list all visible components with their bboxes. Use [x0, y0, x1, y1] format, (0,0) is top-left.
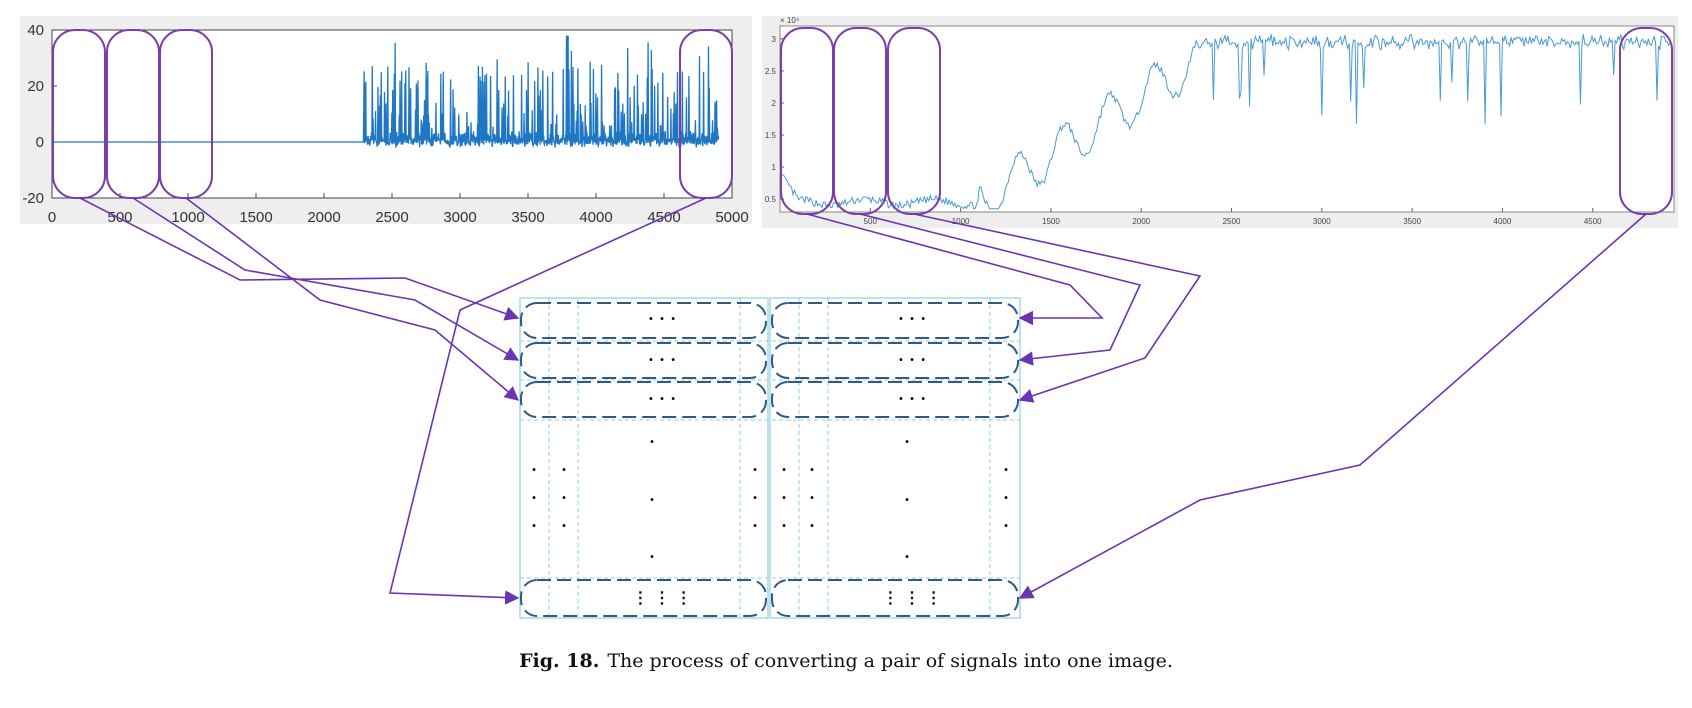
left-y-axis: 40 20 0 -20 [22, 22, 57, 207]
arrow-right-window-1 [806, 213, 1104, 326]
caption-text: The process of converting a pair of sign… [607, 650, 1173, 672]
vertical-ellipsis-dot: · [531, 516, 537, 535]
right-x-tick-label: 2500 [1223, 217, 1241, 226]
arrow-left-window-last [388, 197, 707, 605]
vertical-ellipsis-dot: · [561, 516, 567, 535]
vertical-ellipsis-dot: · [1003, 488, 1009, 507]
right-y-tick-label: 3 [772, 35, 777, 44]
arrow-right-window-last [1018, 213, 1647, 599]
vertical-ellipsis-dot: · [561, 460, 567, 479]
left-x-tick-label: 0 [48, 209, 56, 226]
row-1-left [520, 302, 767, 339]
left-x-tick-label: 1500 [239, 209, 272, 226]
arrow-left-window-3 [185, 197, 520, 401]
right-x-tick-label: 1000 [952, 217, 970, 226]
vertical-ellipsis-dot: · [531, 488, 537, 507]
right-y-tick-label: 2.5 [765, 67, 777, 76]
row-last-right [771, 579, 1019, 617]
right-x-axis: 500 1000 1500 2000 2500 3000 3500 4000 4500 [864, 208, 1602, 226]
left-signal-line [52, 35, 720, 149]
right-x-tick-label: 4000 [1494, 217, 1512, 226]
row-3-right-dots: · · · [898, 389, 926, 408]
vertical-ellipsis-dot: · [561, 488, 567, 507]
left-x-tick-label: 2500 [375, 209, 408, 226]
vertical-ellipsis-dot: · [752, 460, 758, 479]
row-2-left-dots: · · · [648, 350, 676, 369]
vertical-ellipsis-dot: · [781, 460, 787, 479]
arrow-left-window-2 [132, 197, 520, 361]
left-y-tick-label: 0 [36, 134, 44, 151]
row-3-left-dots: · · · [648, 389, 676, 408]
vertical-ellipsis-dot: · [781, 488, 787, 507]
left-x-tick-label: 2000 [307, 209, 340, 226]
right-x-tick-label: 500 [864, 217, 878, 226]
row-last-left-dots: ⋮ ⋮ ⋮ [632, 588, 691, 607]
right-y-tick-label: 0.5 [765, 195, 777, 204]
vertical-ellipsis-dot: · [752, 488, 758, 507]
vertical-ellipsis-dot: · [649, 547, 655, 566]
vertical-ellipsis-dot: · [649, 432, 655, 451]
vertical-ellipsis-dot: · [649, 490, 655, 509]
matrix-left-half [519, 297, 769, 619]
row-2-left [520, 342, 767, 379]
row-2-right-dots: · · · [898, 350, 926, 369]
left-x-tick-label: 5000 [715, 209, 748, 226]
right-y-tick-label: 2 [772, 99, 777, 108]
vertical-ellipsis-dot: · [752, 516, 758, 535]
right-x-tick-label: 3500 [1403, 217, 1421, 226]
left-y-tick-label: 20 [27, 78, 44, 95]
right-x-tick-label: 2000 [1132, 217, 1150, 226]
left-x-tick-label: 3000 [443, 209, 476, 226]
vertical-ellipsis-dot: · [809, 488, 815, 507]
mapping-arrows [79, 197, 1647, 605]
row-1-left-dots: · · · [648, 309, 676, 328]
vertical-ellipsis-dot: · [904, 490, 910, 509]
vertical-ellipsis-dot: · [904, 547, 910, 566]
right-y-tick-label: 1.5 [765, 131, 777, 140]
vertical-ellipsis-dot: · [1003, 516, 1009, 535]
matrix-rows [520, 302, 1019, 617]
image-matrix: · · · · · · · · · · · · · · · · · · ⋮ ⋮ … [519, 297, 1021, 619]
vertical-ellipsis-dot: · [904, 432, 910, 451]
row-3-right [771, 381, 1019, 418]
left-x-axis: 0 500 1000 1500 2000 2500 3000 3500 4000 4500 5000 [48, 193, 749, 226]
right-x-tick-label: 1500 [1042, 217, 1060, 226]
row-last-right-dots: ⋮ ⋮ ⋮ [882, 588, 941, 607]
right-x-tick-label: 3000 [1313, 217, 1331, 226]
left-x-tick-label: 4000 [579, 209, 612, 226]
row-1-right-dots: · · · [898, 309, 926, 328]
row-1-right [771, 302, 1019, 339]
vertical-ellipsis-dot: · [809, 516, 815, 535]
arrow-right-window-2 [859, 213, 1142, 366]
right-exponent-label: × 10⁴ [780, 16, 800, 25]
vertical-ellipsis-dot: · [809, 460, 815, 479]
left-y-tick-label: -20 [22, 190, 44, 207]
figure-caption: Fig. 18. The process of converting a pair… [0, 650, 1692, 672]
right-plot-area [779, 25, 1675, 213]
vertical-ellipsis-dot: · [781, 516, 787, 535]
vertical-ellipsis-dot: · [1003, 460, 1009, 479]
left-x-tick-label: 3500 [511, 209, 544, 226]
vertical-ellipsis-dot: · [531, 460, 537, 479]
left-y-tick-label: 40 [27, 22, 44, 39]
row-3-left [520, 381, 767, 418]
arrow-left-window-1 [79, 197, 520, 321]
arrow-right-window-3 [913, 213, 1202, 403]
matrix-right-half [769, 297, 1021, 619]
right-signal-line [779, 33, 1671, 210]
right-y-tick-label: 1 [772, 163, 777, 172]
left-x-tick-label: 1000 [171, 209, 204, 226]
row-last-left [520, 579, 767, 617]
right-signal-plot: × 10⁴ 3 2.5 2 1.5 1 0.5 500 1000 1500 2000 2500 30… [762, 16, 1678, 228]
row-2-right [771, 342, 1019, 379]
left-window-1 [52, 29, 106, 199]
caption-label: Fig. 18. [519, 650, 600, 672]
matrix-grid-lines [520, 298, 1020, 618]
right-x-tick-label: 4500 [1584, 217, 1602, 226]
matrix-vertical-dots: · · · · · · · · · · · · · · · · · · · · · · · · [531, 432, 1009, 566]
right-window-group [780, 27, 1673, 215]
